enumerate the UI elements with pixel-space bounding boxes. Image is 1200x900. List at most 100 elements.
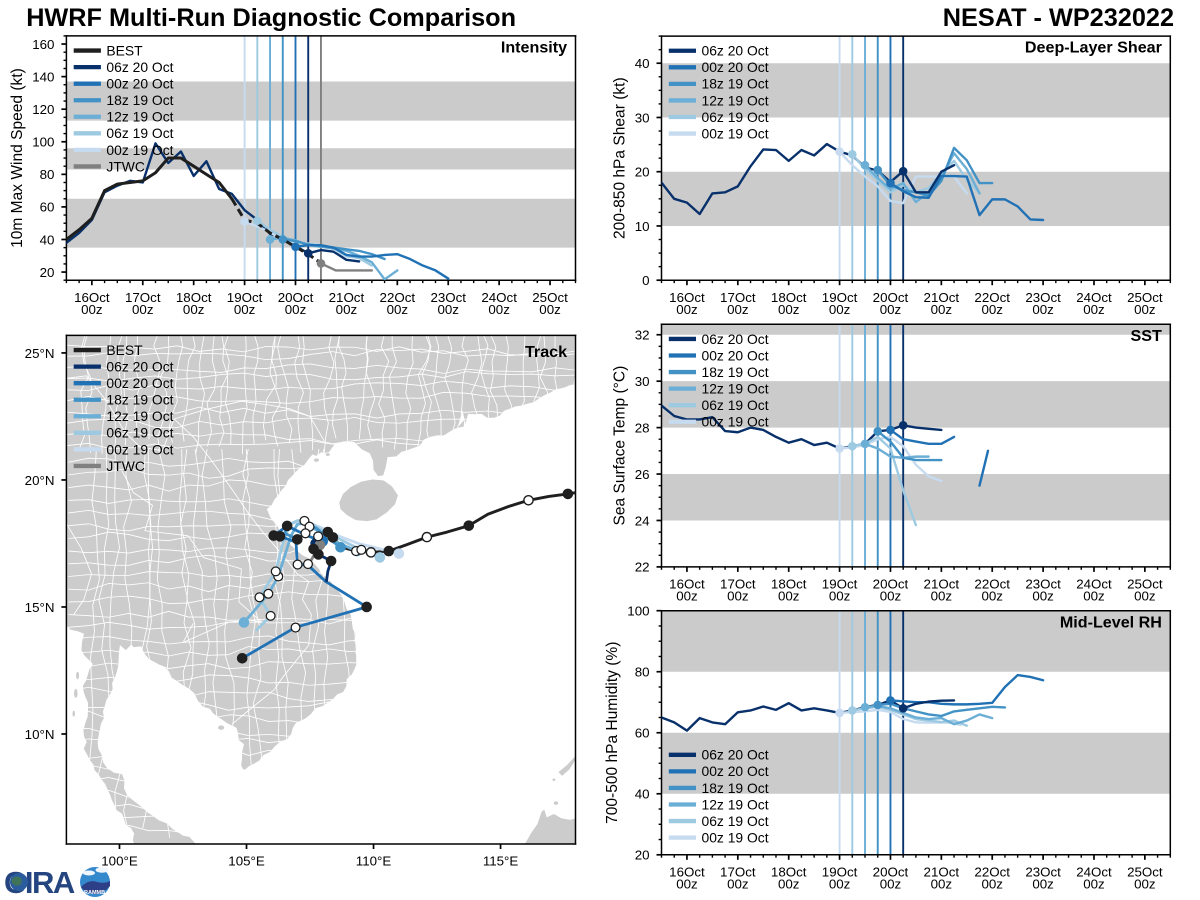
svg-text:10: 10 [635, 219, 650, 234]
svg-text:20: 20 [635, 165, 650, 180]
svg-text:16Oct: 16Oct [74, 290, 110, 305]
svg-text:23Oct: 23Oct [1025, 290, 1061, 305]
svg-text:NESAT - WP232022: NESAT - WP232022 [943, 4, 1174, 32]
svg-text:25Oct: 25Oct [532, 290, 568, 305]
svg-text:17Oct: 17Oct [720, 864, 756, 879]
svg-text:60: 60 [635, 726, 650, 741]
svg-text:20: 20 [635, 848, 650, 863]
svg-text:BEST: BEST [106, 342, 143, 358]
svg-text:19Oct: 19Oct [822, 290, 858, 305]
svg-text:115°E: 115°E [483, 854, 519, 869]
svg-text:40: 40 [635, 787, 650, 802]
svg-text:10m Max Wind Speed (kt): 10m Max Wind Speed (kt) [9, 68, 26, 248]
svg-text:23Oct: 23Oct [430, 290, 466, 305]
svg-text:26: 26 [635, 467, 650, 482]
svg-text:00z 19 Oct: 00z 19 Oct [702, 829, 769, 845]
svg-text:12z 19 Oct: 12z 19 Oct [106, 109, 173, 125]
svg-text:Deep-Layer Shear: Deep-Layer Shear [1025, 39, 1163, 57]
svg-text:00z 20 Oct: 00z 20 Oct [106, 375, 173, 391]
svg-text:17Oct: 17Oct [720, 577, 756, 592]
svg-text:00z: 00z [234, 302, 256, 317]
svg-text:100: 100 [32, 135, 54, 150]
svg-text:21Oct: 21Oct [924, 864, 960, 879]
svg-text:18Oct: 18Oct [771, 290, 807, 305]
svg-text:06z 20 Oct: 06z 20 Oct [702, 331, 769, 347]
svg-text:Intensity: Intensity [501, 38, 567, 56]
svg-text:00z 20 Oct: 00z 20 Oct [702, 347, 769, 363]
svg-text:06z 19 Oct: 06z 19 Oct [106, 425, 173, 441]
svg-text:00z 20 Oct: 00z 20 Oct [106, 76, 173, 92]
svg-text:21Oct: 21Oct [924, 577, 960, 592]
svg-text:06z 19 Oct: 06z 19 Oct [106, 125, 173, 141]
svg-text:22: 22 [635, 560, 650, 575]
svg-text:00z: 00z [437, 302, 459, 317]
svg-text:00z: 00z [981, 876, 1002, 891]
svg-text:00z: 00z [880, 588, 901, 603]
svg-text:24: 24 [635, 513, 650, 528]
svg-text:20Oct: 20Oct [873, 577, 909, 592]
svg-text:SST: SST [1131, 327, 1162, 345]
svg-text:23Oct: 23Oct [1025, 577, 1061, 592]
svg-text:22Oct: 22Oct [974, 290, 1010, 305]
svg-text:160: 160 [32, 37, 54, 52]
svg-text:00z: 00z [539, 302, 561, 317]
svg-text:120: 120 [32, 102, 54, 117]
svg-text:JTWC: JTWC [106, 158, 145, 174]
svg-text:00z: 00z [1134, 876, 1155, 891]
svg-text:80: 80 [40, 167, 55, 182]
svg-text:28: 28 [635, 420, 650, 435]
svg-text:17Oct: 17Oct [125, 290, 161, 305]
svg-text:Mid-Level RH: Mid-Level RH [1060, 613, 1162, 631]
svg-text:Sea Surface Temp (°C): Sea Surface Temp (°C) [612, 366, 629, 526]
svg-text:18z 19 Oct: 18z 19 Oct [702, 364, 769, 380]
svg-text:00z: 00z [1032, 876, 1054, 891]
svg-text:00z 19 Oct: 00z 19 Oct [702, 125, 769, 141]
svg-text:00z: 00z [981, 588, 1002, 603]
svg-text:100: 100 [627, 604, 649, 619]
svg-text:20Oct: 20Oct [278, 290, 314, 305]
svg-text:00z: 00z [931, 302, 952, 317]
svg-text:12z 19 Oct: 12z 19 Oct [702, 796, 769, 812]
svg-text:18Oct: 18Oct [176, 290, 212, 305]
svg-text:12z 19 Oct: 12z 19 Oct [702, 92, 769, 108]
svg-text:60: 60 [40, 200, 55, 215]
svg-text:00z: 00z [676, 588, 698, 603]
svg-text:25Oct: 25Oct [1127, 864, 1163, 879]
svg-text:16Oct: 16Oct [669, 577, 705, 592]
svg-text:700-500 hPa Humidity (%): 700-500 hPa Humidity (%) [604, 642, 621, 824]
svg-text:22Oct: 22Oct [974, 577, 1010, 592]
svg-text:00z: 00z [1134, 302, 1155, 317]
svg-text:00z: 00z [778, 588, 799, 603]
svg-text:00z: 00z [931, 876, 952, 891]
svg-text:00z 19 Oct: 00z 19 Oct [106, 441, 173, 457]
svg-text:19Oct: 19Oct [822, 577, 858, 592]
svg-text:00z: 00z [132, 302, 154, 317]
svg-text:00z: 00z [285, 302, 307, 317]
svg-text:18z 19 Oct: 18z 19 Oct [106, 92, 173, 108]
svg-text:00z: 00z [981, 302, 1002, 317]
svg-text:06z 20 Oct: 06z 20 Oct [702, 747, 769, 763]
svg-text:24Oct: 24Oct [1076, 577, 1112, 592]
svg-text:00z: 00z [931, 588, 952, 603]
svg-text:00z: 00z [1032, 302, 1054, 317]
svg-text:24Oct: 24Oct [1076, 864, 1112, 879]
svg-text:00z: 00z [488, 302, 510, 317]
svg-text:00z: 00z [1032, 588, 1054, 603]
svg-text:18Oct: 18Oct [771, 864, 807, 879]
svg-text:12z 19 Oct: 12z 19 Oct [702, 380, 769, 396]
svg-text:00z: 00z [1083, 588, 1104, 603]
svg-text:0: 0 [642, 273, 649, 288]
svg-text:21Oct: 21Oct [924, 290, 960, 305]
svg-text:00z: 00z [778, 302, 799, 317]
svg-text:00z: 00z [778, 876, 799, 891]
svg-text:00z: 00z [880, 302, 901, 317]
svg-text:00z: 00z [336, 302, 358, 317]
svg-text:RAMMB: RAMMB [84, 890, 105, 896]
svg-text:40: 40 [635, 56, 650, 71]
svg-text:18z 19 Oct: 18z 19 Oct [702, 780, 769, 796]
svg-text:17Oct: 17Oct [720, 290, 756, 305]
svg-text:00z 19 Oct: 00z 19 Oct [106, 142, 173, 158]
svg-text:24Oct: 24Oct [481, 290, 517, 305]
svg-text:20°N: 20°N [25, 473, 55, 488]
svg-text:30: 30 [635, 374, 650, 389]
